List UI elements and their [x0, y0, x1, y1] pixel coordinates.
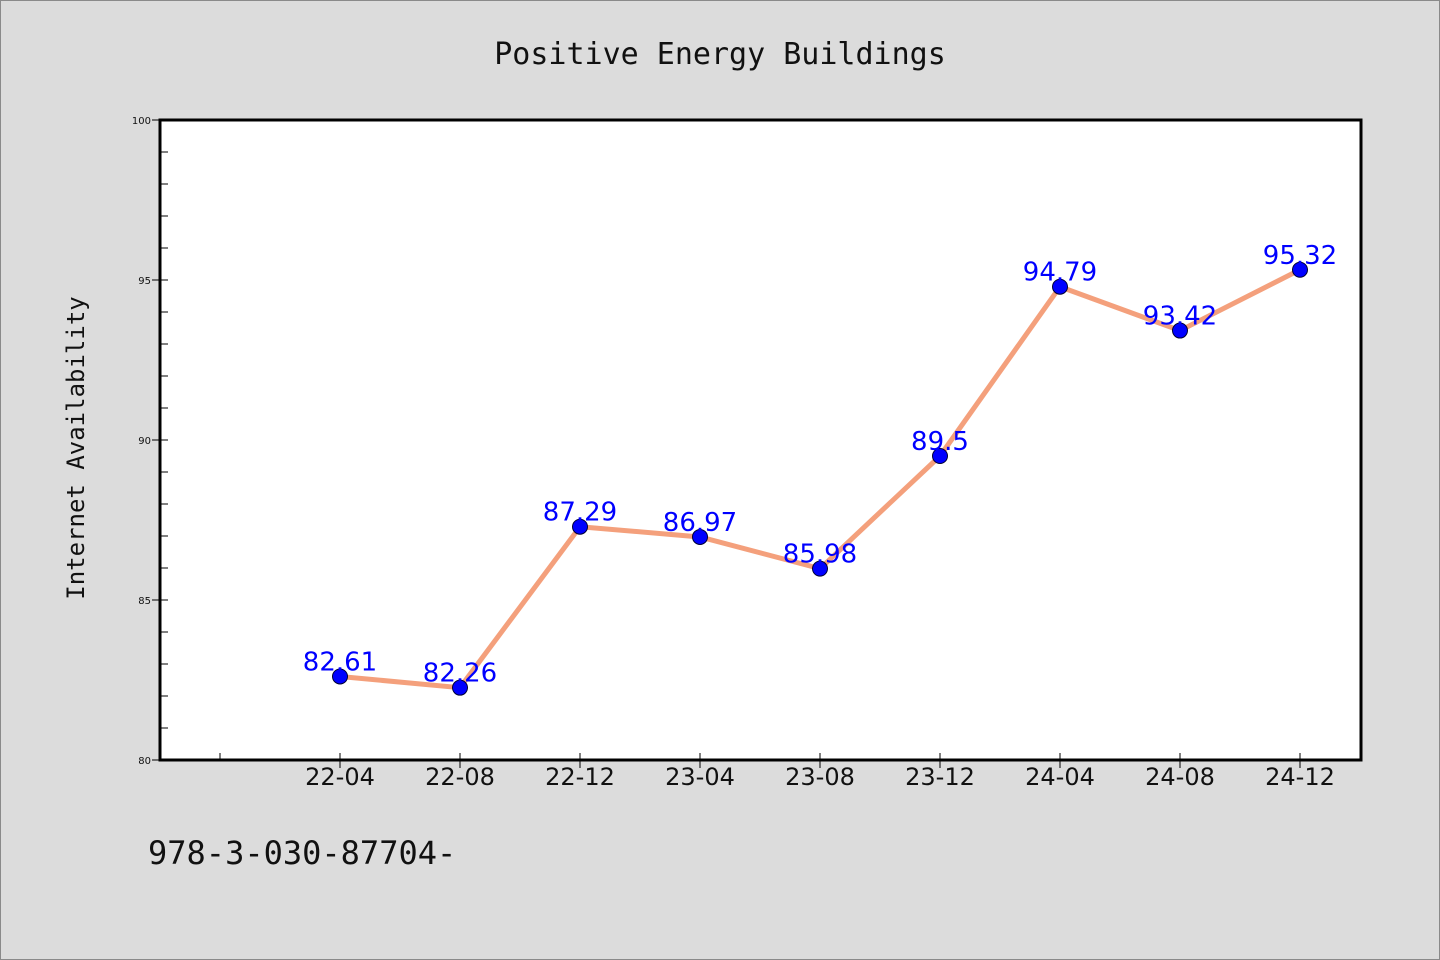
data-point [572, 518, 588, 535]
x-tick-label: 23-12 [905, 763, 975, 791]
y-minor-ticks [152, 119, 168, 761]
data-label: 95.32 [1263, 241, 1337, 271]
data-label: 82.61 [303, 647, 377, 677]
data-point [1052, 278, 1068, 295]
y-axis-label: Internet Availability [62, 296, 90, 599]
footer-text: 978-3-030-87704- [148, 834, 456, 872]
data-label: 89.5 [911, 427, 969, 457]
x-tick-label: 22-12 [545, 763, 615, 791]
x-tick-label: 24-12 [1265, 763, 1335, 791]
y-tick-label: 95 [138, 276, 151, 287]
data-label: 93.42 [1143, 302, 1217, 332]
y-tick-label: 85 [138, 596, 151, 607]
data-label: 85.98 [783, 540, 857, 570]
x-tick-label: 22-04 [305, 763, 375, 791]
x-axis-ticks: 22-04 22-08 22-12 23-04 23-08 23-12 24-04 24-08… [219, 753, 1335, 791]
y-tick-label: 80 [138, 756, 151, 767]
data-point [1172, 322, 1188, 339]
y-tick-label: 90 [138, 436, 151, 447]
series-group: 82.61 82.26 87.29 86.97 85.98 89.5 94.79 93.42 9… [303, 241, 1337, 696]
data-label: 82.26 [423, 659, 497, 689]
data-point [692, 528, 708, 545]
x-tick-label: 23-08 [785, 763, 855, 791]
chart-title: Positive Energy Buildings [494, 37, 946, 72]
x-tick-label: 24-04 [1025, 763, 1095, 791]
y-axis-ticks: 80 85 90 95 100 [132, 116, 151, 767]
data-label: 87.29 [543, 498, 617, 528]
data-point [452, 679, 468, 696]
x-tick-label: 24-08 [1145, 763, 1215, 791]
data-label: 86.97 [663, 508, 737, 538]
data-label: 94.79 [1023, 258, 1097, 288]
x-tick-label: 23-04 [665, 763, 735, 791]
data-point [932, 448, 948, 464]
data-point [332, 668, 348, 685]
x-tick-label: 22-08 [425, 763, 495, 791]
data-point [1292, 261, 1308, 278]
y-tick-label: 100 [132, 116, 151, 127]
plot-area [158, 118, 1363, 762]
data-point [812, 560, 828, 577]
